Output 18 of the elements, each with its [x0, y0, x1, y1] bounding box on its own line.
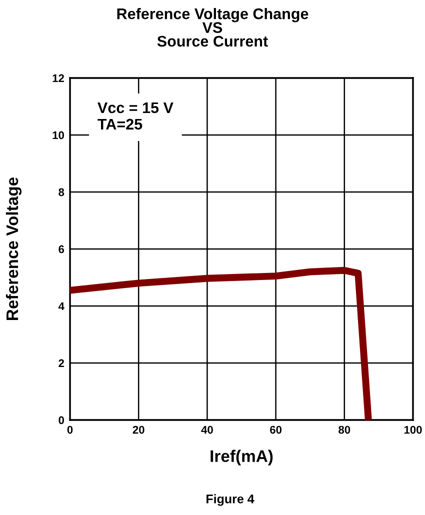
- chart-title: Reference Voltage Change VS Source Current: [117, 8, 308, 47]
- x-axis-title: Iref(mA): [210, 450, 273, 466]
- y-tick-label: 12: [52, 74, 64, 82]
- y-tick-label: 2: [58, 359, 64, 368]
- y-tick-label: 10: [52, 131, 64, 140]
- x-tick-label: 60: [270, 426, 282, 434]
- x-tick-label: 80: [338, 426, 350, 434]
- x-tick-label: 0: [67, 426, 73, 434]
- x-tick-label: 40: [201, 426, 213, 434]
- x-tick-label: 20: [132, 426, 144, 434]
- y-tick-label: 8: [58, 188, 64, 196]
- y-tick-label: 6: [58, 245, 64, 254]
- y-tick-label: 0: [58, 416, 64, 424]
- y-axis-title: Reference Voltage: [6, 177, 22, 320]
- y-tick-label: 4: [58, 302, 64, 310]
- annotation: Vcc = 15 V TA=25: [98, 102, 174, 130]
- x-tick-label: 100: [404, 426, 422, 434]
- caption: Figure 4: [206, 494, 254, 506]
